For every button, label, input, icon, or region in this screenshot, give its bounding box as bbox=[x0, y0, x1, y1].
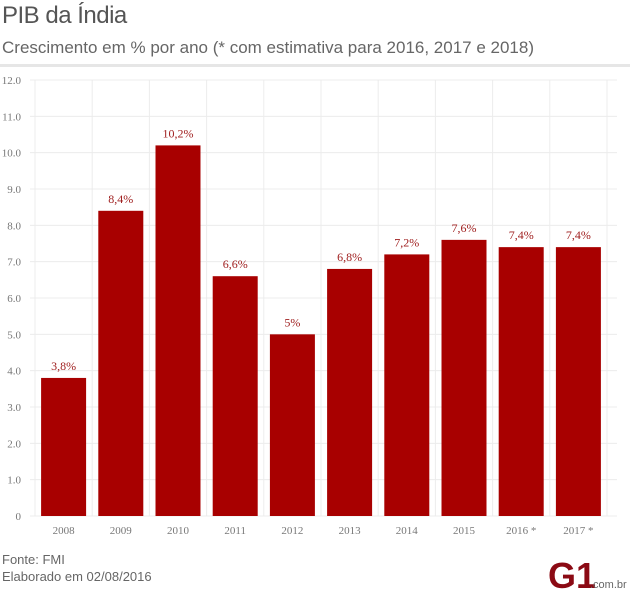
logo-suffix: .com.br bbox=[590, 579, 627, 591]
x-tick-label: 2014 bbox=[396, 525, 419, 537]
data-label: 7,4% bbox=[509, 228, 534, 242]
y-tick-label: 4.0 bbox=[7, 366, 21, 378]
bar bbox=[498, 247, 544, 516]
x-tick-label: 2012 bbox=[281, 525, 303, 537]
data-label: 5% bbox=[284, 315, 300, 329]
y-tick-label: 3.0 bbox=[7, 402, 21, 414]
header-divider bbox=[0, 64, 630, 67]
data-label: 7,6% bbox=[452, 221, 477, 235]
data-label: 6,6% bbox=[223, 257, 248, 271]
chart-subtitle: Crescimento em % por ano (* com estimati… bbox=[2, 38, 534, 57]
bar bbox=[441, 239, 487, 516]
logo-mark: G1 bbox=[548, 558, 596, 592]
y-tick-label: 5.0 bbox=[7, 329, 21, 341]
x-tick-label: 2015 bbox=[453, 525, 476, 537]
g1-logo: G1 .com.br bbox=[548, 555, 628, 597]
y-tick-label: 1.0 bbox=[7, 475, 21, 487]
data-label: 7,4% bbox=[566, 228, 591, 242]
y-axis-ticks: 0 1.0 2.0 3.0 4.0 5.0 6.0 7.0 8.0 9.0 10.0 11.0 12.0 bbox=[2, 75, 22, 523]
bar bbox=[212, 276, 258, 516]
bar bbox=[555, 247, 601, 516]
x-tick-label: 2016 * bbox=[506, 525, 536, 537]
bar bbox=[327, 268, 373, 516]
x-tick-label: 2017 * bbox=[563, 525, 593, 537]
bar bbox=[98, 210, 144, 517]
date-note: Elaborado em 02/08/2016 bbox=[2, 569, 152, 584]
bars bbox=[41, 145, 601, 517]
data-label: 10,2% bbox=[163, 126, 194, 140]
x-tick-label: 2011 bbox=[224, 525, 246, 537]
chart-title: PIB da Índia bbox=[2, 2, 127, 29]
x-tick-label: 2008 bbox=[53, 525, 76, 537]
y-tick-label: 6.0 bbox=[7, 293, 21, 305]
bar bbox=[384, 254, 430, 516]
y-tick-label: 9.0 bbox=[7, 184, 21, 196]
y-tick-label: 2.0 bbox=[7, 438, 21, 450]
data-label: 6,8% bbox=[337, 250, 362, 264]
y-tick-label: 12.0 bbox=[2, 75, 22, 87]
data-label: 3,8% bbox=[51, 359, 76, 373]
x-tick-label: 2013 bbox=[339, 525, 362, 537]
data-labels: 3,8% 8,4% 10,2% 6,6% 5% 6,8% 7,2% 7,6% 7,4% 7,4% bbox=[51, 126, 591, 373]
source-note: Fonte: FMI bbox=[2, 552, 65, 567]
x-tick-label: 2010 bbox=[167, 525, 190, 537]
data-label: 7,2% bbox=[394, 235, 419, 249]
x-axis-ticks: 2008 2009 2010 2011 2012 2013 2014 2015 2016 * 20… bbox=[53, 525, 594, 537]
bar bbox=[41, 377, 87, 516]
data-label: 8,4% bbox=[108, 192, 133, 206]
y-tick-label: 0 bbox=[16, 511, 22, 523]
y-tick-label: 11.0 bbox=[2, 111, 21, 123]
bar bbox=[269, 334, 315, 516]
x-tick-label: 2009 bbox=[110, 525, 133, 537]
y-tick-label: 8.0 bbox=[7, 220, 21, 232]
bar bbox=[155, 145, 201, 516]
y-tick-label: 7.0 bbox=[7, 257, 21, 269]
y-tick-label: 10.0 bbox=[2, 148, 22, 160]
